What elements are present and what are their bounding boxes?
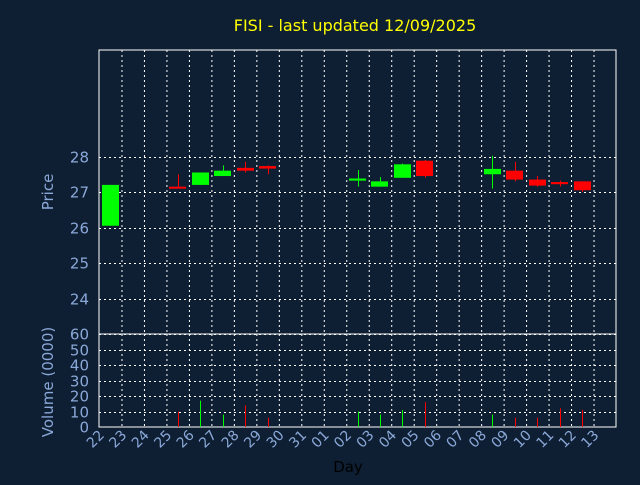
day-tick-label: 26 <box>174 427 198 451</box>
day-tick-label: 06 <box>421 427 445 451</box>
day-tick-label: 03 <box>354 428 378 452</box>
volume-tick-label: 20 <box>70 388 89 406</box>
candle-body <box>214 170 231 177</box>
volume-tick-label: 30 <box>70 373 89 391</box>
day-tick-label: 24 <box>129 427 153 451</box>
day-tick-label: 11 <box>533 428 557 452</box>
chart-title: FISI - last updated 12/09/2025 <box>234 16 477 35</box>
day-tick-label: 23 <box>106 428 130 452</box>
price-tick-label: 25 <box>70 255 89 273</box>
price-tick-label: 28 <box>70 149 89 167</box>
candle-body <box>484 168 501 175</box>
day-tick-label: 05 <box>399 428 423 452</box>
day-tick-label: 29 <box>241 428 265 452</box>
day-tick-label: 10 <box>511 428 535 452</box>
day-tick-label: 07 <box>444 428 468 452</box>
volume-tick-label: 50 <box>70 342 89 360</box>
candle-body <box>529 179 546 186</box>
candle-body <box>169 186 186 189</box>
day-tick-label: 31 <box>286 428 310 452</box>
price-tick-label: 24 <box>70 291 89 309</box>
candle-body <box>551 182 568 185</box>
price-panel: 24 25 26 27 28 <box>70 49 617 335</box>
day-tick-label: 01 <box>309 428 333 452</box>
candle-body <box>506 170 523 180</box>
day-tick-label: 27 <box>196 428 220 452</box>
price-tick-label: 26 <box>70 220 89 238</box>
candle-body <box>237 167 254 171</box>
day-tick-label: 28 <box>219 428 243 452</box>
volume-tick-label: 0 <box>79 419 89 437</box>
volume-axis-label: Volume (0000) <box>39 327 57 437</box>
day-tick-label: 08 <box>466 428 490 452</box>
day-tick-label: 25 <box>151 428 175 452</box>
price-tick-label: 27 <box>70 184 89 202</box>
candle-body <box>349 178 366 181</box>
candle-body <box>394 164 411 178</box>
day-tick-label: 02 <box>331 428 355 452</box>
day-tick-label: 13 <box>578 428 602 452</box>
day-tick-label: 12 <box>556 428 580 452</box>
volume-tick-label: 40 <box>70 357 89 375</box>
price-axis-label: Price <box>39 174 57 211</box>
x-tick-labels: 2223242526272829303101020304050607080910… <box>84 427 602 451</box>
candle-body <box>102 184 119 226</box>
candle-body <box>259 166 276 169</box>
day-tick-label: 04 <box>376 427 400 451</box>
candle-body <box>371 181 388 187</box>
volume-panel-frame <box>98 333 617 428</box>
volume-tick-label: 60 <box>70 326 89 344</box>
candle-body <box>574 181 591 191</box>
volume-tick-label: 10 <box>70 404 89 422</box>
day-tick-label: 30 <box>264 428 288 452</box>
price-panel-frame <box>98 49 617 335</box>
candle-body <box>416 160 433 177</box>
day-tick-label: 09 <box>489 428 513 452</box>
x-axis-label: Day <box>333 458 363 476</box>
candle-body <box>192 172 209 185</box>
